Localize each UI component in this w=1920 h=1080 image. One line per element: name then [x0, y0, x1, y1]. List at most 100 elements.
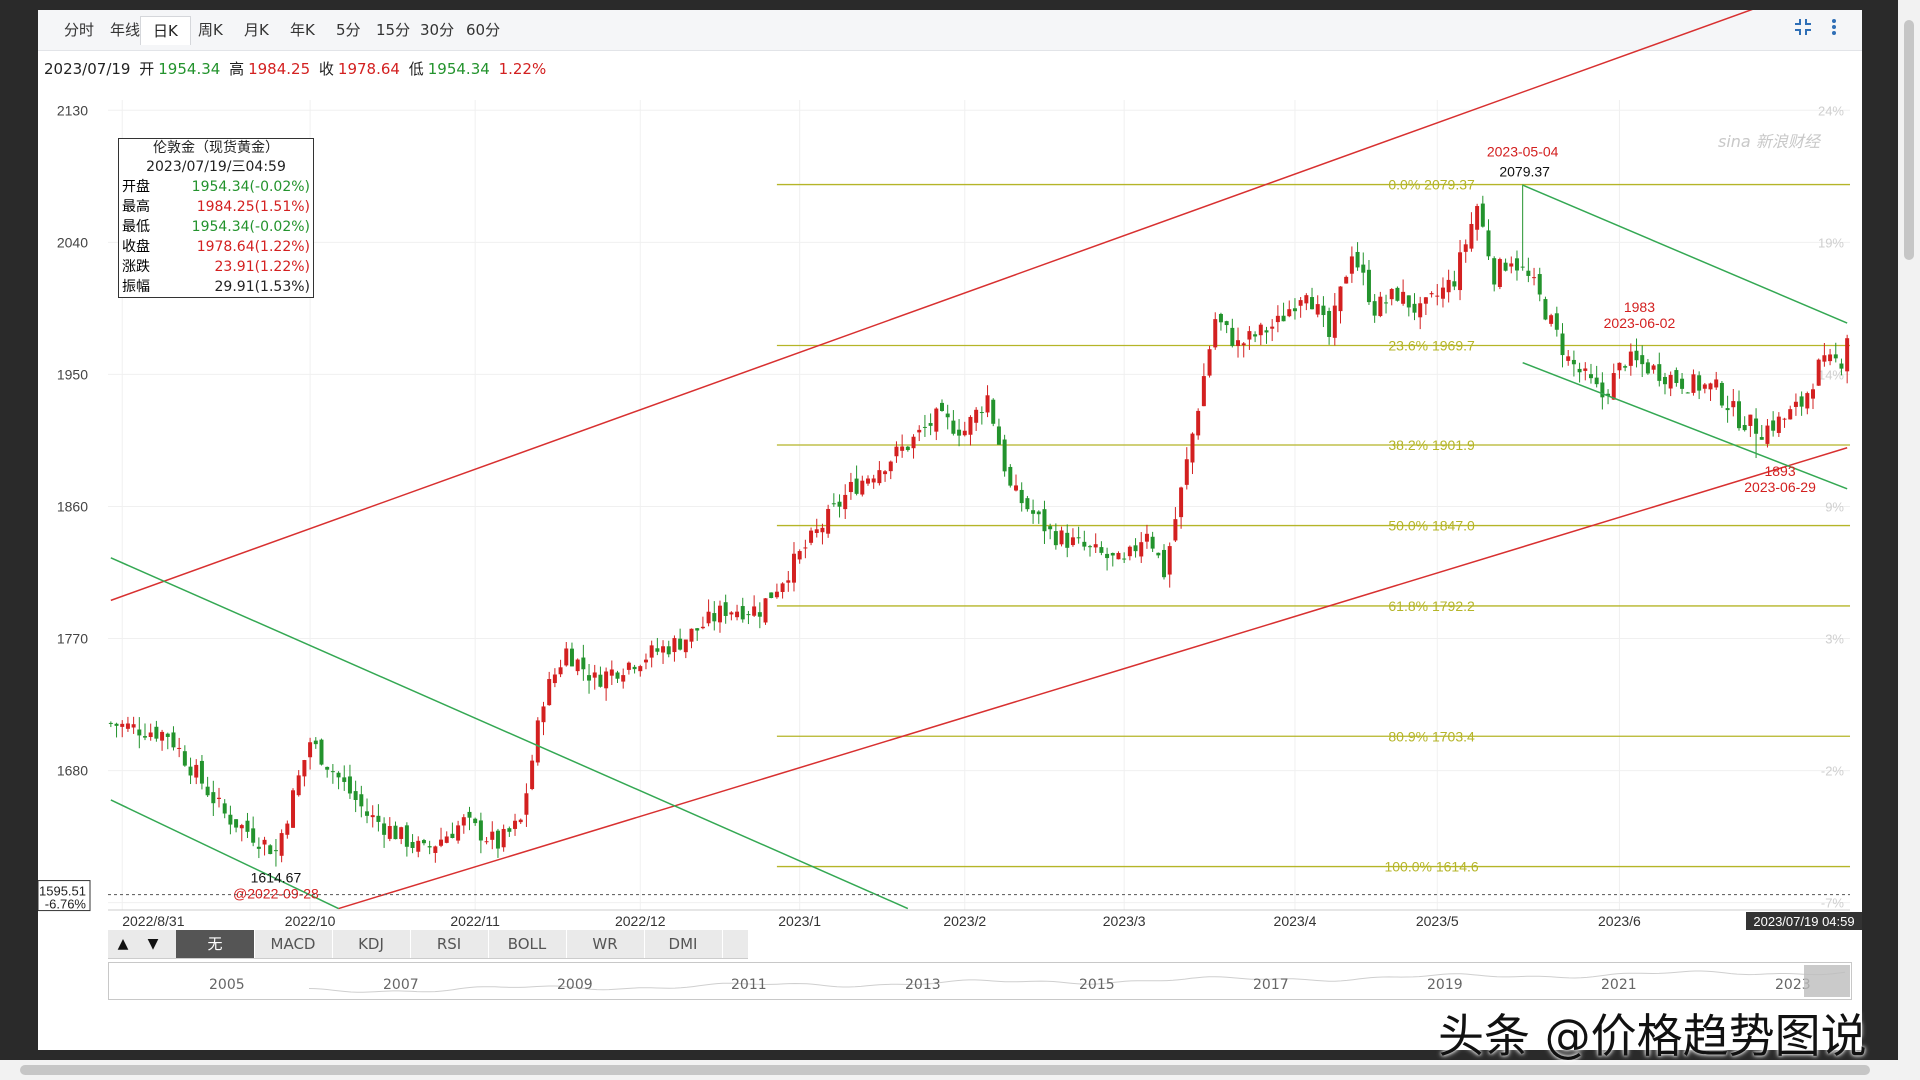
tab-0[interactable]: 分时	[64, 21, 95, 39]
x-tick-label: 2022/12	[615, 913, 666, 929]
tooltip-row-label: 收盘	[122, 239, 150, 255]
tab-8[interactable]: 30分	[420, 21, 455, 39]
crosshair-price: 1595.51	[39, 884, 86, 899]
x-tick-label: 2023/3	[1103, 913, 1146, 929]
candlestick-chart[interactable]: 21302040195018601770168015902022/8/31202…	[38, 10, 1862, 930]
candle-body	[843, 494, 848, 510]
tab-4[interactable]: 月K	[244, 21, 269, 39]
candle-body	[1218, 313, 1223, 323]
tab-6[interactable]: 5分	[336, 21, 361, 39]
candle-body	[1771, 420, 1776, 431]
candle-body	[1736, 401, 1741, 429]
candle-body	[1349, 256, 1354, 274]
candle-body	[336, 772, 341, 778]
candle-body	[1469, 223, 1474, 249]
candle-body	[848, 481, 853, 493]
collapse-icon[interactable]	[1794, 18, 1812, 41]
candle-body	[1355, 251, 1360, 268]
vertical-scroll-thumb[interactable]	[1904, 20, 1914, 260]
candle-body	[831, 503, 836, 505]
candle-body	[1816, 359, 1821, 386]
candle-body	[769, 592, 774, 598]
overview-navigator[interactable]: 2005 2007 2009 2011 2013 2015 2017 2019 2021 2023	[108, 962, 1852, 1000]
candle-body	[1742, 424, 1747, 431]
candle-body	[951, 420, 956, 434]
candle-body	[382, 823, 387, 835]
candle-body	[353, 791, 358, 800]
candle-body	[1440, 287, 1445, 299]
tab-7[interactable]: 15分	[376, 21, 411, 39]
candle-body	[370, 815, 375, 818]
candle-body	[1406, 295, 1411, 308]
candle-body	[1150, 536, 1155, 549]
tab-1[interactable]: 年线	[110, 21, 141, 39]
x-tick-label: 2022/10	[285, 913, 336, 929]
candle-body	[1577, 368, 1582, 373]
candle-body	[1105, 553, 1110, 559]
horizontal-scroll-thumb[interactable]	[20, 1065, 1870, 1075]
tab-9[interactable]: 60分	[466, 21, 501, 39]
candle-body	[1799, 396, 1804, 407]
tab-2[interactable]: 日K	[140, 16, 191, 45]
indicator-button-2[interactable]: KDJ	[332, 930, 411, 958]
candle-body	[1640, 355, 1645, 365]
tooltip-row-label: 最高	[122, 199, 150, 215]
candle-body	[774, 591, 779, 598]
candle-body	[655, 648, 660, 652]
candle-body	[1036, 511, 1041, 515]
pct-tick-label: 19%	[1818, 235, 1844, 250]
candle-body	[1310, 297, 1315, 310]
candle-body	[1486, 230, 1491, 257]
overview-range-handle[interactable]	[1804, 965, 1850, 997]
pct-tick-label: 14%	[1818, 367, 1844, 382]
candle-body	[410, 842, 415, 848]
candle-body	[1446, 279, 1451, 293]
candle-body	[797, 551, 802, 560]
indicator-button-0[interactable]: 无	[176, 930, 255, 958]
candle-body	[478, 820, 483, 841]
indicator-button-3[interactable]: RSI	[410, 930, 489, 958]
candle-body	[1537, 274, 1542, 295]
candle-body	[1714, 379, 1719, 388]
tab-3[interactable]: 周K	[198, 21, 223, 39]
candle-body	[131, 724, 136, 728]
trend-line	[1522, 361, 1848, 490]
candle-body	[262, 839, 267, 845]
current-time-label: 2023/07/19 04:59	[1753, 914, 1854, 929]
candle-body	[672, 638, 677, 653]
indicator-button-5[interactable]: WR	[566, 930, 645, 958]
overview-year-label: 2019	[1427, 977, 1463, 993]
tab-5[interactable]: 年K	[290, 21, 315, 39]
crosshair-pct: -6.76%	[45, 897, 87, 912]
horizontal-scrollbar[interactable]	[0, 1060, 1898, 1080]
candle-body	[695, 628, 700, 631]
y-tick-label: 1770	[57, 631, 88, 647]
vertical-scrollbar[interactable]	[1898, 0, 1920, 1080]
overview-line	[308, 970, 1846, 993]
candle-body	[860, 480, 865, 495]
indicator-button-4[interactable]: BOLL	[488, 930, 567, 958]
scroll-up-button[interactable]: ▲	[117, 936, 129, 952]
candle-body	[604, 671, 609, 689]
more-vertical-icon[interactable]	[1831, 18, 1837, 41]
scroll-down-button[interactable]: ▼	[147, 936, 159, 952]
indicator-button-1[interactable]: MACD	[254, 930, 333, 958]
candle-body	[1668, 374, 1673, 389]
candle-body	[803, 547, 808, 549]
x-tick-label: 2022/11	[450, 913, 500, 929]
trend-line	[110, 10, 1753, 602]
overview-year-label: 2023	[1775, 977, 1811, 993]
tooltip-row: 最低 1954.34(-0.02%)	[119, 217, 313, 237]
candle-body	[871, 478, 876, 483]
candle-body	[313, 740, 318, 745]
watermark-text: 头条 @价格趋势图说	[1438, 1009, 1867, 1063]
tooltip-row-value: 29.91(1.53%)	[214, 279, 310, 295]
candle-body	[1127, 546, 1132, 557]
candle-body	[552, 674, 557, 684]
candle-body	[854, 478, 859, 494]
indicator-button-6[interactable]: DMI	[644, 930, 723, 958]
candle-body	[1270, 326, 1275, 329]
candle-body	[757, 612, 762, 617]
candle-body	[1560, 333, 1565, 356]
summary-change: 1.22%	[498, 60, 547, 78]
